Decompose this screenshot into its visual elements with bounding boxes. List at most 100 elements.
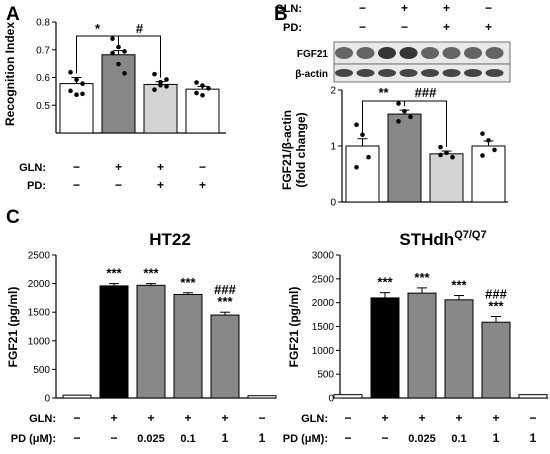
data-point: [164, 77, 169, 82]
condition-value: −: [401, 20, 408, 34]
condition-value: 1: [530, 431, 537, 445]
data-point: [200, 92, 205, 98]
data-point: [68, 88, 73, 94]
data-point: [74, 92, 79, 98]
bar: [444, 299, 474, 399]
chart-panel-b: 0 1 2 FGF21/β-actin(fold change) ** ### GLN: − +…: [275, 1, 511, 209]
data-point: [354, 164, 359, 170]
condition-label: PD:: [283, 22, 302, 34]
condition-value: −: [115, 178, 122, 192]
blot-band: [421, 47, 439, 59]
y-tick-label: 500: [33, 365, 50, 376]
condition-value: −: [344, 431, 351, 445]
significance-stars: ***: [217, 294, 233, 309]
significance-bracket: [118, 35, 161, 78]
data-point: [194, 80, 199, 85]
data-point: [122, 49, 127, 54]
blot-band: [356, 69, 375, 77]
y-tick-label: 500: [317, 370, 334, 381]
blot-band: [485, 47, 504, 59]
data-point: [164, 84, 169, 89]
y-tick-label: 2500: [28, 251, 51, 262]
bar: [429, 153, 464, 203]
bar: [481, 321, 511, 399]
significance-stars: ***: [451, 278, 467, 293]
blot-band: [356, 47, 375, 59]
data-point: [360, 132, 365, 138]
bar: [59, 83, 94, 134]
panel-letter-c: C: [6, 207, 20, 228]
data-point: [486, 138, 491, 143]
bar: [62, 394, 92, 399]
condition-value: −: [73, 178, 80, 192]
bar: [136, 284, 166, 399]
chart-panel-a: 0.5 0.6 0.7 0.8 Recognition Index * # GLN: − + + − P…: [3, 18, 226, 192]
condition-value: +: [221, 411, 228, 425]
condition-label: PD:: [27, 180, 46, 192]
significance-stars: ***: [143, 266, 159, 281]
condition-value: 0.1: [451, 433, 466, 445]
y-tick-label: 0.8: [36, 18, 50, 29]
condition-value: −: [344, 411, 351, 425]
y-tick-label: 2: [330, 86, 336, 97]
y-tick-label: 0.6: [36, 73, 50, 84]
condition-value: +: [157, 160, 164, 174]
condition-value: −: [199, 160, 206, 174]
data-point: [80, 91, 85, 97]
significance-bracket: [404, 100, 447, 148]
condition-label: PD (μM):: [283, 433, 328, 445]
condition-value: 1: [222, 431, 229, 445]
chart-title: HT22: [149, 230, 191, 249]
data-point: [206, 86, 211, 91]
bar: [101, 54, 136, 134]
condition-value: +: [381, 411, 388, 425]
blot-band: [378, 69, 396, 77]
significance-stars: ***: [377, 275, 393, 290]
condition-value: −: [73, 431, 80, 445]
data-point: [110, 50, 115, 56]
blot-band: [464, 47, 482, 59]
data-point: [80, 81, 85, 86]
condition-value: 0.025: [137, 433, 165, 445]
y-tick-label: 0: [330, 198, 336, 209]
significance-stars: ***: [106, 266, 122, 281]
condition-value: +: [418, 411, 425, 425]
y-tick-label: 1500: [28, 308, 51, 319]
blot-band: [421, 69, 439, 77]
condition-value: +: [443, 20, 450, 34]
bar: [518, 394, 548, 399]
data-point: [74, 77, 79, 83]
data-point: [366, 154, 371, 160]
condition-value: −: [110, 431, 117, 445]
bar: [99, 285, 129, 399]
significance-stars: ***: [488, 298, 504, 313]
condition-value: −: [73, 160, 80, 174]
blot-band: [464, 69, 482, 77]
condition-value: +: [147, 411, 154, 425]
data-point: [152, 71, 157, 77]
y-tick-label: 2500: [312, 274, 335, 285]
significance-label: **: [378, 85, 389, 100]
y-axis-title: FGF21/β-actin(fold change): [280, 110, 308, 190]
condition-value: 0.1: [180, 433, 195, 445]
y-tick-label: 0: [44, 394, 50, 405]
significance-hashes: ###: [214, 282, 236, 297]
y-tick-label: 0.7: [36, 45, 50, 56]
condition-value: +: [443, 1, 450, 15]
condition-label: GLN:: [29, 413, 56, 425]
bar: [471, 145, 506, 203]
bar: [333, 394, 363, 399]
bar: [407, 292, 437, 399]
condition-value: −: [359, 20, 366, 34]
bar: [173, 293, 203, 399]
panel-letter-a: A: [6, 4, 20, 25]
condition-value: +: [115, 160, 122, 174]
bar: [143, 83, 178, 134]
blot-band: [335, 69, 353, 77]
blot-band: [442, 69, 461, 77]
data-point: [122, 71, 127, 76]
significance-label: ###: [415, 85, 437, 100]
y-tick-label: 1500: [312, 322, 335, 333]
blot-band: [485, 69, 504, 77]
